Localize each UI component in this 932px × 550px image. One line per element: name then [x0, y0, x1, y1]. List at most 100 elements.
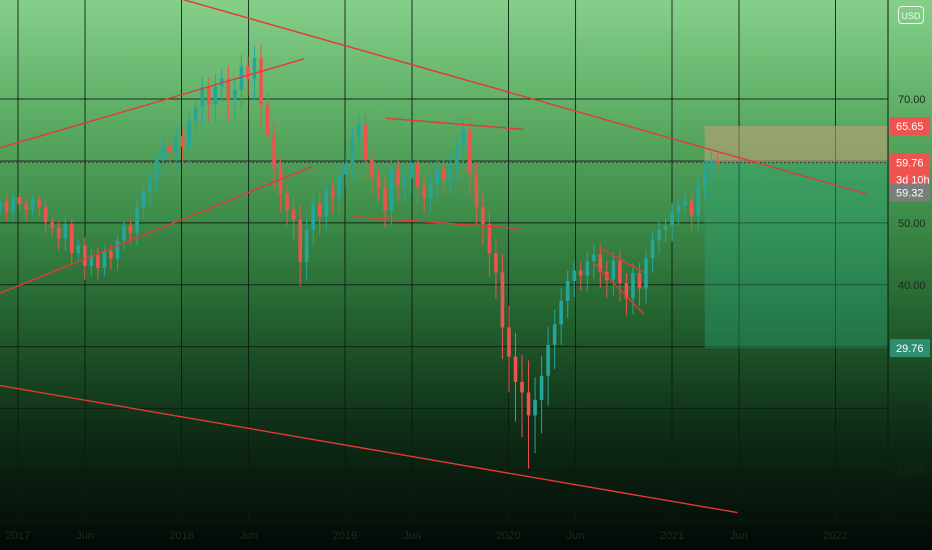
- candle-body: [226, 78, 231, 101]
- candle-body: [69, 224, 74, 254]
- candle-body: [24, 204, 28, 210]
- candle-body: [402, 178, 407, 186]
- candle-body: [650, 240, 655, 259]
- candle-body: [259, 58, 263, 105]
- candle-body: [611, 260, 616, 280]
- candle-body: [4, 201, 9, 212]
- candle-body: [167, 145, 172, 153]
- trendline-lower-support: [0, 384, 738, 514]
- candle-body: [298, 219, 302, 262]
- candle-body: [154, 160, 159, 179]
- candle-body: [428, 183, 433, 198]
- trendline-pennant-upper: [598, 246, 643, 273]
- candle-body: [89, 255, 94, 267]
- time-tick-label: Jun: [240, 530, 258, 542]
- candle-body: [598, 254, 603, 272]
- candle-body: [670, 212, 674, 226]
- trendline-pennant-lower: [593, 261, 645, 315]
- candle-body: [187, 121, 192, 147]
- candle-body: [644, 258, 648, 289]
- candle-body: [454, 146, 459, 164]
- candle-body: [350, 137, 355, 165]
- candle-body: [148, 178, 152, 192]
- candle-body: [239, 66, 244, 90]
- candle-body: [330, 190, 335, 198]
- candle-body: [357, 124, 361, 138]
- candle-body: [193, 107, 198, 122]
- candle-body: [631, 273, 635, 299]
- candle-body: [311, 203, 316, 230]
- candle-body: [533, 399, 537, 416]
- candle-body: [487, 224, 492, 254]
- candle-body: [344, 164, 348, 175]
- trendline-flag-upper: [385, 117, 524, 131]
- candle-body: [76, 245, 81, 254]
- candle-body: [715, 160, 720, 163]
- candle-body: [572, 270, 577, 282]
- candle-body: [161, 145, 165, 161]
- candle-body: [618, 260, 622, 283]
- price-badge-label: 59.76: [896, 157, 924, 169]
- candle-body: [663, 225, 668, 230]
- candle-body: [285, 194, 289, 210]
- time-tick-label: Jun: [403, 530, 421, 542]
- candle-body: [135, 207, 139, 234]
- time-tick-label: Jun: [567, 530, 585, 542]
- candle-body: [83, 245, 87, 267]
- currency-badge[interactable]: USD: [898, 6, 924, 24]
- candle-body: [0, 201, 2, 211]
- time-tick-label: 2017: [6, 530, 30, 542]
- candle-body: [109, 250, 113, 259]
- price-badge: [890, 339, 930, 358]
- candle-body: [657, 229, 661, 241]
- candle-body: [494, 253, 498, 273]
- candle-body: [585, 261, 590, 276]
- time-tick-label: 2019: [333, 530, 357, 542]
- candle-body: [396, 167, 400, 186]
- candle-body: [546, 344, 550, 376]
- time-tick-label: 2022: [823, 530, 847, 542]
- candle-body: [200, 87, 205, 108]
- price-badge: [890, 183, 930, 202]
- candle-body: [578, 270, 583, 276]
- candle-body: [63, 224, 68, 239]
- candle-body: [50, 222, 54, 228]
- price-badge-label: 59.32: [896, 188, 924, 200]
- candle-body: [676, 205, 681, 213]
- candle-body: [363, 124, 368, 161]
- time-tick-label: Jun: [76, 530, 94, 542]
- candle-body: [115, 240, 120, 259]
- price-badge: [890, 153, 930, 172]
- candle-body: [304, 229, 309, 262]
- candle-body: [272, 134, 276, 168]
- trendline-rising-wedge-lower: [0, 165, 313, 295]
- trendline-rising-wedge-upper: [0, 58, 305, 149]
- trendline-long-resistance: [182, 0, 869, 196]
- candle-body: [56, 227, 61, 239]
- candle-body: [448, 163, 453, 180]
- time-tick-label: 2021: [660, 530, 684, 542]
- candle-body: [468, 129, 472, 174]
- candle-body: [43, 206, 48, 223]
- candle-body: [246, 66, 250, 80]
- candle-body: [128, 225, 133, 234]
- price-tick-label: 10.00: [898, 465, 926, 477]
- candle-body: [291, 209, 296, 220]
- candle-body: [30, 199, 35, 210]
- price-badge: [890, 116, 930, 135]
- candle-body: [324, 190, 329, 217]
- candle-body: [233, 89, 237, 101]
- candle-body: [702, 168, 707, 187]
- candle-body: [474, 173, 479, 207]
- candle-body: [317, 203, 322, 217]
- target-zone: [704, 125, 888, 163]
- stop-zone: [704, 162, 888, 349]
- candle-body: [141, 191, 146, 208]
- candle-body: [102, 250, 107, 269]
- candle-body: [96, 255, 100, 269]
- candle-body: [526, 392, 531, 416]
- candle-body: [441, 168, 446, 180]
- candle-body: [17, 196, 22, 205]
